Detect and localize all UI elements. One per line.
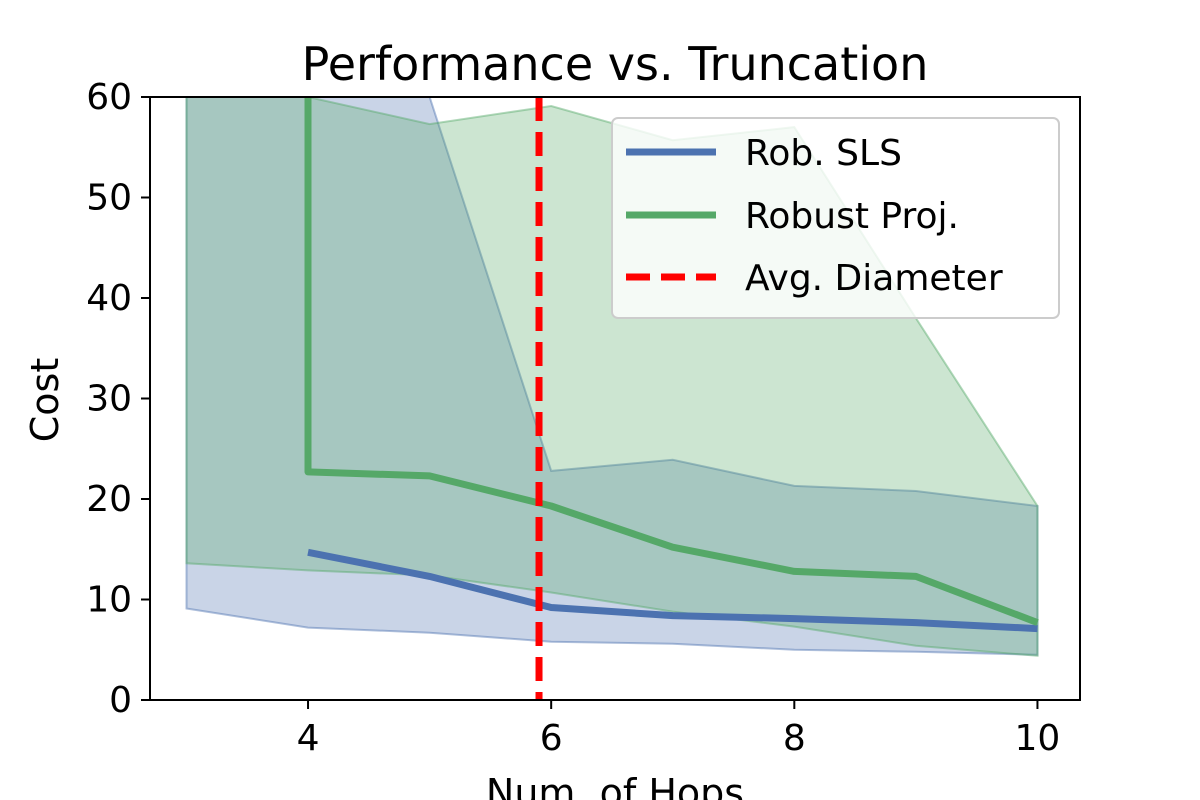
y-tick-label: 60 xyxy=(86,77,132,118)
x-axis-label: Num. of Hops xyxy=(486,771,744,800)
series-lines xyxy=(304,97,1039,633)
y-tick-label: 40 xyxy=(86,278,132,319)
legend-label-avg-diameter: Avg. Diameter xyxy=(745,258,1003,299)
legend: Rob. SLS Robust Proj. Avg. Diameter xyxy=(611,117,1060,319)
x-tick-label: 8 xyxy=(783,718,806,759)
band-rob-sls xyxy=(185,97,1039,656)
x-axis-ticks: 4 6 8 10 xyxy=(297,700,1061,759)
y-tick-label: 20 xyxy=(86,479,132,520)
legend-label-robust-proj: Robust Proj. xyxy=(745,196,959,237)
y-axis-label: Cost xyxy=(23,358,67,442)
chart-title: Performance vs. Truncation xyxy=(302,37,929,91)
x-tick-label: 6 xyxy=(540,718,563,759)
y-tick-label: 30 xyxy=(86,379,132,420)
series-line-rob-sls xyxy=(307,548,1038,633)
x-tick-label: 10 xyxy=(1015,718,1061,759)
series-line-robust-proj xyxy=(304,97,1039,626)
y-axis-ticks: 0 10 20 30 40 50 60 xyxy=(86,77,150,721)
x-tick-label: 4 xyxy=(297,718,320,759)
legend-label-rob-sls: Rob. SLS xyxy=(745,133,902,174)
y-tick-label: 10 xyxy=(86,580,132,621)
legend-box xyxy=(611,117,1060,319)
y-tick-label: 0 xyxy=(109,680,132,721)
y-tick-label: 50 xyxy=(86,178,132,219)
